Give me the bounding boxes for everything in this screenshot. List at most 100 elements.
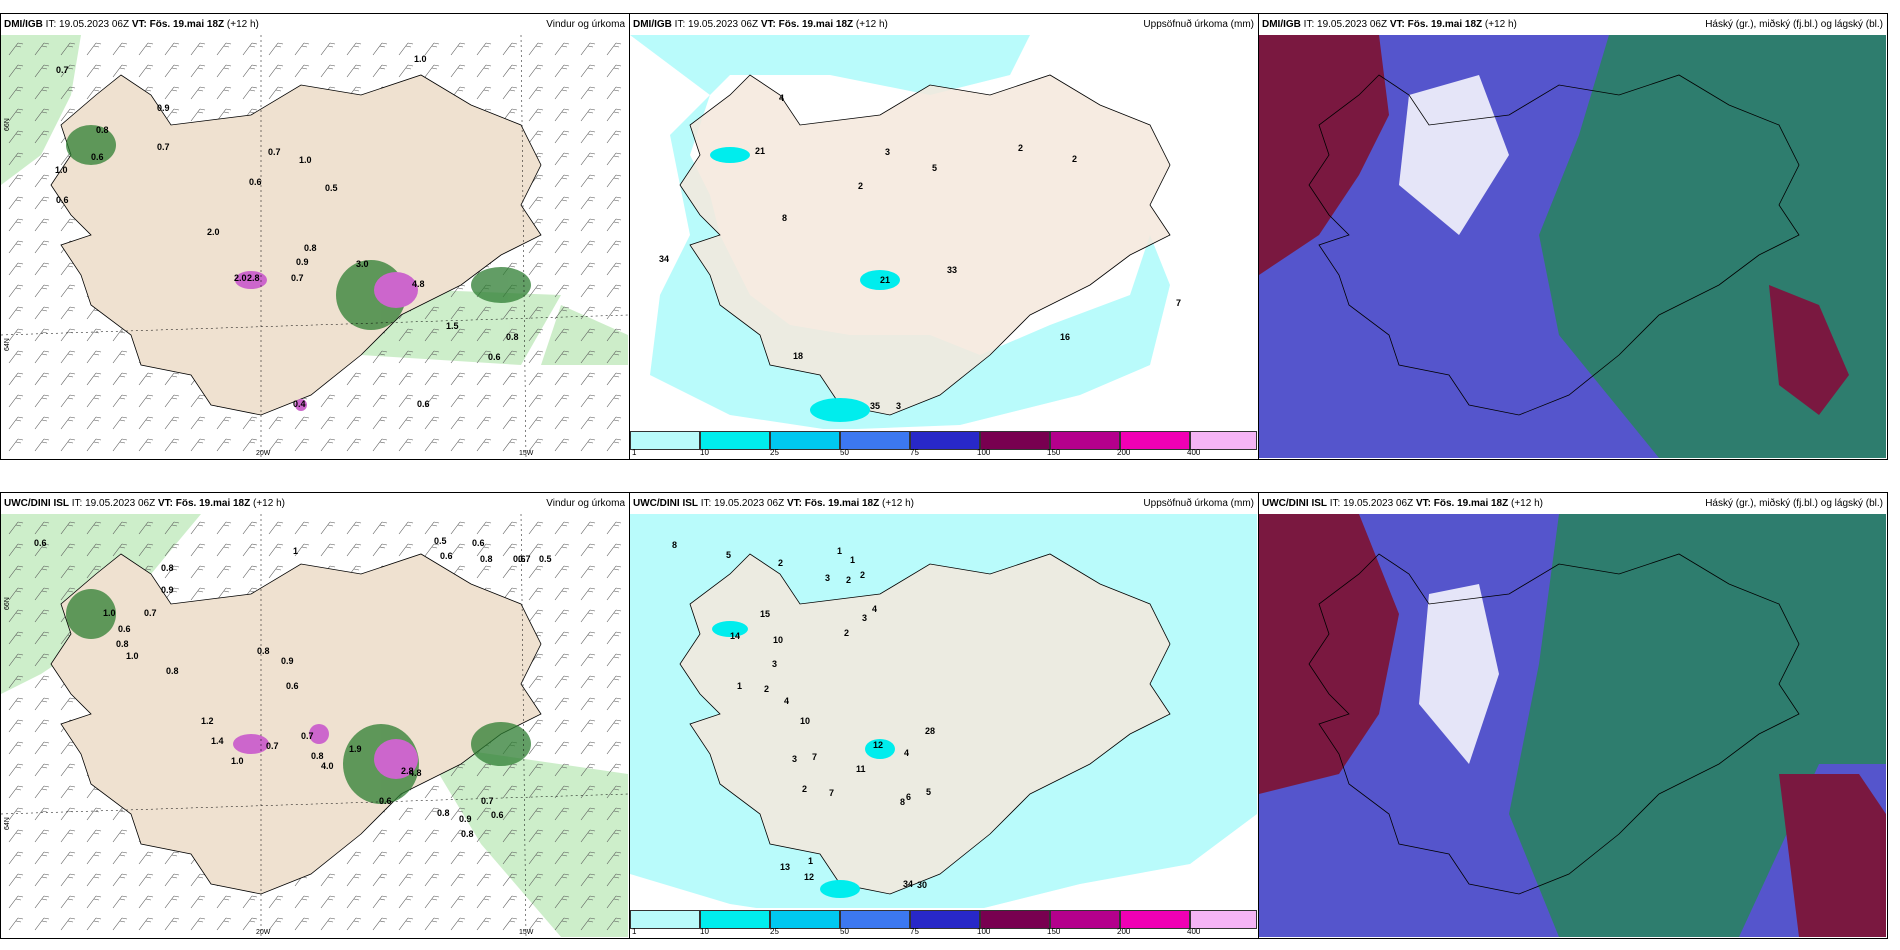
wind-barb (60, 895, 76, 909)
wind-barb (268, 416, 284, 430)
wind-barb (34, 565, 50, 579)
wind-barb (476, 785, 492, 799)
wind-barb (190, 587, 206, 601)
wind-barb (528, 196, 544, 210)
value-label: 2 (844, 628, 849, 638)
wind-barb (8, 763, 24, 777)
wind-barb (34, 917, 50, 931)
wind-barb (606, 86, 622, 100)
wind-barb (424, 895, 440, 909)
value-label: 0.7 (266, 741, 279, 751)
wind-barb (372, 829, 388, 843)
value-label: 21 (755, 146, 765, 156)
wind-barb (190, 108, 206, 122)
value-label: 16 (1060, 332, 1070, 342)
map-svg (1259, 514, 1886, 937)
wind-barb (580, 697, 596, 711)
wind-barb (398, 807, 414, 821)
map-plot[interactable]: 4 21 3 5 2 2 8 2 34 21 33 18 35 16 7 3 (630, 35, 1257, 458)
wind-barb (112, 543, 128, 557)
value-label: 2 (778, 558, 783, 568)
wind-barb (8, 438, 24, 452)
wind-barb (216, 565, 232, 579)
wind-barb (476, 394, 492, 408)
wind-barb (190, 438, 206, 452)
wind-barb (580, 763, 596, 777)
wind-barb (34, 174, 50, 188)
colorbar-tick: 1 (632, 927, 637, 936)
wind-barb (372, 372, 388, 386)
value-label: 0.6 (440, 551, 453, 561)
wind-barb (60, 394, 76, 408)
field-title: Háský (gr.), miðský (fj.bl.) og lágský (… (1705, 19, 1883, 30)
value-label: 7 (829, 788, 834, 798)
wind-barb (60, 416, 76, 430)
wind-barb (554, 108, 570, 122)
map-plot[interactable]: 8 5 2 1 1 2 3 2 3 4 15 14 10 3 1 2 2 4 10 28 12 4 11 7 3 2 7 8 6 5 1 13… (630, 514, 1257, 937)
value-label: 3 (772, 659, 777, 669)
wind-barb (502, 350, 518, 364)
value-label: 1.2 (201, 716, 214, 726)
colorbar-tick: 10 (700, 927, 709, 936)
wind-barb (554, 763, 570, 777)
colorbar-swatch (840, 431, 910, 450)
wind-barb (554, 394, 570, 408)
wind-barb (580, 675, 596, 689)
value-label: 0.9 (459, 814, 472, 824)
value-label: 0.7 (268, 147, 281, 157)
wind-barb (164, 851, 180, 865)
value-label: 0.5 (325, 183, 338, 193)
wind-barb (60, 763, 76, 777)
wind-barb (554, 372, 570, 386)
wind-barb (346, 543, 362, 557)
colorbar-swatch (630, 910, 700, 929)
wind-barb (60, 829, 76, 843)
value-label: 2 (860, 570, 865, 580)
value-label: 0.6 (34, 538, 47, 548)
wind-barb (86, 438, 102, 452)
wind-barb (34, 240, 50, 254)
wind-barb (580, 917, 596, 931)
wind-barb (8, 543, 24, 557)
wind-barb (372, 521, 388, 535)
value-label: 0.4 (293, 399, 306, 409)
wind-barb (60, 785, 76, 799)
wind-barb (34, 416, 50, 430)
map-plot[interactable]: 66N 64N 20W 15W 0.7 0.9 0.7 0.5 0.6 1.0 0.8 0.6… (1, 35, 628, 458)
wind-barb (398, 42, 414, 56)
colorbar-tick: 100 (977, 448, 991, 457)
wind-barb (580, 609, 596, 623)
wind-barb (606, 917, 622, 931)
value-label: 12 (873, 740, 883, 750)
wind-barb (60, 587, 76, 601)
value-label: 35 (870, 401, 880, 411)
map-plot[interactable] (1259, 35, 1886, 458)
panel-uwc-wind-precip: UWC/DINI ISL IT: 19.05.2023 06Z VT: Fös.… (0, 492, 630, 939)
map-plot[interactable] (1259, 514, 1886, 937)
map-svg: 66N 64N 20W 15W 0.7 0.9 0.7 0.5 0.6 1.0 0.8 0.6… (1, 35, 628, 458)
wind-barb (580, 719, 596, 733)
wind-barb (528, 284, 544, 298)
wind-barb (372, 917, 388, 931)
wind-barb (580, 416, 596, 430)
wind-barb (528, 807, 544, 821)
wind-barb (34, 130, 50, 144)
wind-barb (606, 42, 622, 56)
wind-barb (424, 42, 440, 56)
wind-barb (8, 653, 24, 667)
wind-barb (60, 697, 76, 711)
map-plot[interactable]: 66N 64N 20W 15W 0.6 1 0.5 0.6 0.6 0.8 0.7 0.6 0.… (1, 514, 628, 937)
colorbar-swatch (770, 910, 840, 929)
wind-barb (346, 394, 362, 408)
lon-label-15w: 15W (519, 450, 534, 457)
wind-barb (60, 521, 76, 535)
value-label: 5 (726, 550, 731, 560)
wind-barb (398, 350, 414, 364)
wind-barb (606, 218, 622, 232)
colorbar-swatch (1190, 431, 1257, 450)
wind-barb (528, 851, 544, 865)
wind-barb (8, 152, 24, 166)
low-cloud-gap (1419, 584, 1499, 764)
value-label: 0.5 (434, 536, 447, 546)
